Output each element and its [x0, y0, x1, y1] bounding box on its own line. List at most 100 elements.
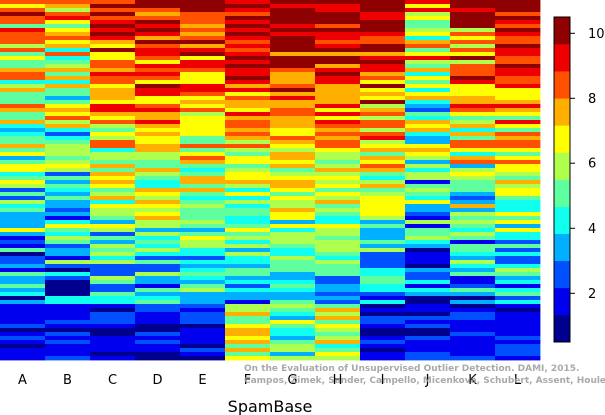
heatmap-cell — [90, 200, 136, 205]
heatmap-cell — [360, 256, 406, 261]
heatmap-cell — [405, 92, 451, 97]
heatmap-cell — [225, 200, 271, 205]
heatmap-cell — [90, 4, 136, 9]
heatmap-cell — [450, 304, 496, 309]
heatmap-cell — [135, 48, 181, 53]
heatmap-cell — [225, 16, 271, 21]
heatmap-cell — [180, 348, 226, 353]
heatmap-cell — [270, 276, 316, 281]
heatmap-cell — [270, 96, 316, 101]
heatmap-cell — [135, 212, 181, 217]
heatmap-cell — [450, 244, 496, 249]
x-axis-title: SpamBase — [228, 397, 313, 415]
heatmap-cell — [315, 356, 361, 361]
heatmap-cell — [495, 28, 541, 33]
heatmap-cell — [225, 112, 271, 117]
heatmap-cell — [180, 220, 226, 225]
heatmap-cell — [180, 152, 226, 157]
heatmap-cell — [405, 272, 451, 277]
heatmap-cell — [450, 24, 496, 29]
heatmap-cell — [90, 72, 136, 77]
heatmap-cell — [405, 176, 451, 181]
heatmap-cell — [360, 156, 406, 161]
heatmap-cell — [180, 60, 226, 65]
heatmap-cell — [135, 316, 181, 321]
heatmap-cell — [495, 80, 541, 85]
heatmap-cell — [360, 220, 406, 225]
heatmap-cell — [495, 16, 541, 21]
heatmap-cell — [90, 244, 136, 249]
heatmap-cell — [135, 96, 181, 101]
heatmap-cell — [315, 96, 361, 101]
heatmap-cell — [450, 36, 496, 41]
heatmap-cell — [180, 292, 226, 297]
heatmap-cell — [225, 184, 271, 189]
heatmap-cell — [270, 160, 316, 165]
heatmap-cell — [315, 188, 361, 193]
heatmap-cell — [315, 128, 361, 133]
heatmap-cell — [495, 136, 541, 141]
heatmap-cell — [315, 36, 361, 41]
heatmap-cell — [90, 348, 136, 353]
heatmap-cell — [495, 4, 541, 9]
heatmap-cell — [405, 24, 451, 29]
heatmap-cell — [315, 228, 361, 233]
heatmap-cell — [135, 140, 181, 145]
heatmap-cell — [270, 164, 316, 169]
heatmap-cell — [180, 20, 226, 25]
heatmap-cell — [495, 40, 541, 45]
heatmap-cell — [270, 40, 316, 45]
heatmap-cell — [90, 8, 136, 13]
heatmap-cell — [180, 244, 226, 249]
heatmap-cell — [45, 168, 91, 173]
heatmap-cell — [45, 20, 91, 25]
heatmap-cell — [360, 8, 406, 13]
heatmap-cell — [90, 132, 136, 137]
heatmap-cell — [315, 132, 361, 137]
heatmap-cell — [360, 232, 406, 237]
heatmap-cell — [225, 228, 271, 233]
heatmap-cell — [0, 244, 46, 249]
heatmap-cell — [315, 224, 361, 229]
heatmap-cell — [0, 68, 46, 73]
heatmap-cell — [180, 136, 226, 141]
heatmap-cell — [135, 228, 181, 233]
heatmap-cell — [0, 88, 46, 93]
heatmap-cell — [225, 240, 271, 245]
heatmap-cell — [180, 312, 226, 317]
heatmap-cell — [0, 32, 46, 37]
heatmap-cell — [0, 332, 46, 337]
heatmap-cell — [45, 156, 91, 161]
heatmap-cell — [360, 328, 406, 333]
heatmap-cell — [315, 12, 361, 17]
heatmap-cell — [315, 108, 361, 113]
heatmap-cell — [45, 180, 91, 185]
heatmap-cell — [495, 240, 541, 245]
heatmap-cell — [360, 196, 406, 201]
heatmap-cell — [450, 140, 496, 145]
heatmap-cell — [225, 124, 271, 129]
heatmap-cell — [90, 80, 136, 85]
heatmap-cell — [45, 348, 91, 353]
heatmap-cell — [315, 240, 361, 245]
heatmap-cell — [45, 200, 91, 205]
heatmap-cell — [0, 228, 46, 233]
heatmap-cell — [90, 284, 136, 289]
heatmap-cell — [405, 280, 451, 285]
heatmap-cell — [450, 216, 496, 221]
heatmap-cell — [45, 268, 91, 273]
x-tick-label: C — [108, 373, 117, 388]
heatmap-cell — [495, 176, 541, 181]
heatmap-cell — [45, 148, 91, 153]
heatmap-cell — [270, 228, 316, 233]
heatmap-cell — [360, 108, 406, 113]
colorbar-tick-label: 8 — [588, 92, 596, 107]
heatmap-cell — [225, 108, 271, 113]
heatmap-cell — [0, 104, 46, 109]
heatmap-cell — [0, 204, 46, 209]
heatmap-cell — [225, 260, 271, 265]
heatmap-cell — [270, 272, 316, 277]
heatmap-cell — [90, 352, 136, 357]
heatmap-cell — [270, 64, 316, 69]
heatmap-cell — [450, 96, 496, 101]
